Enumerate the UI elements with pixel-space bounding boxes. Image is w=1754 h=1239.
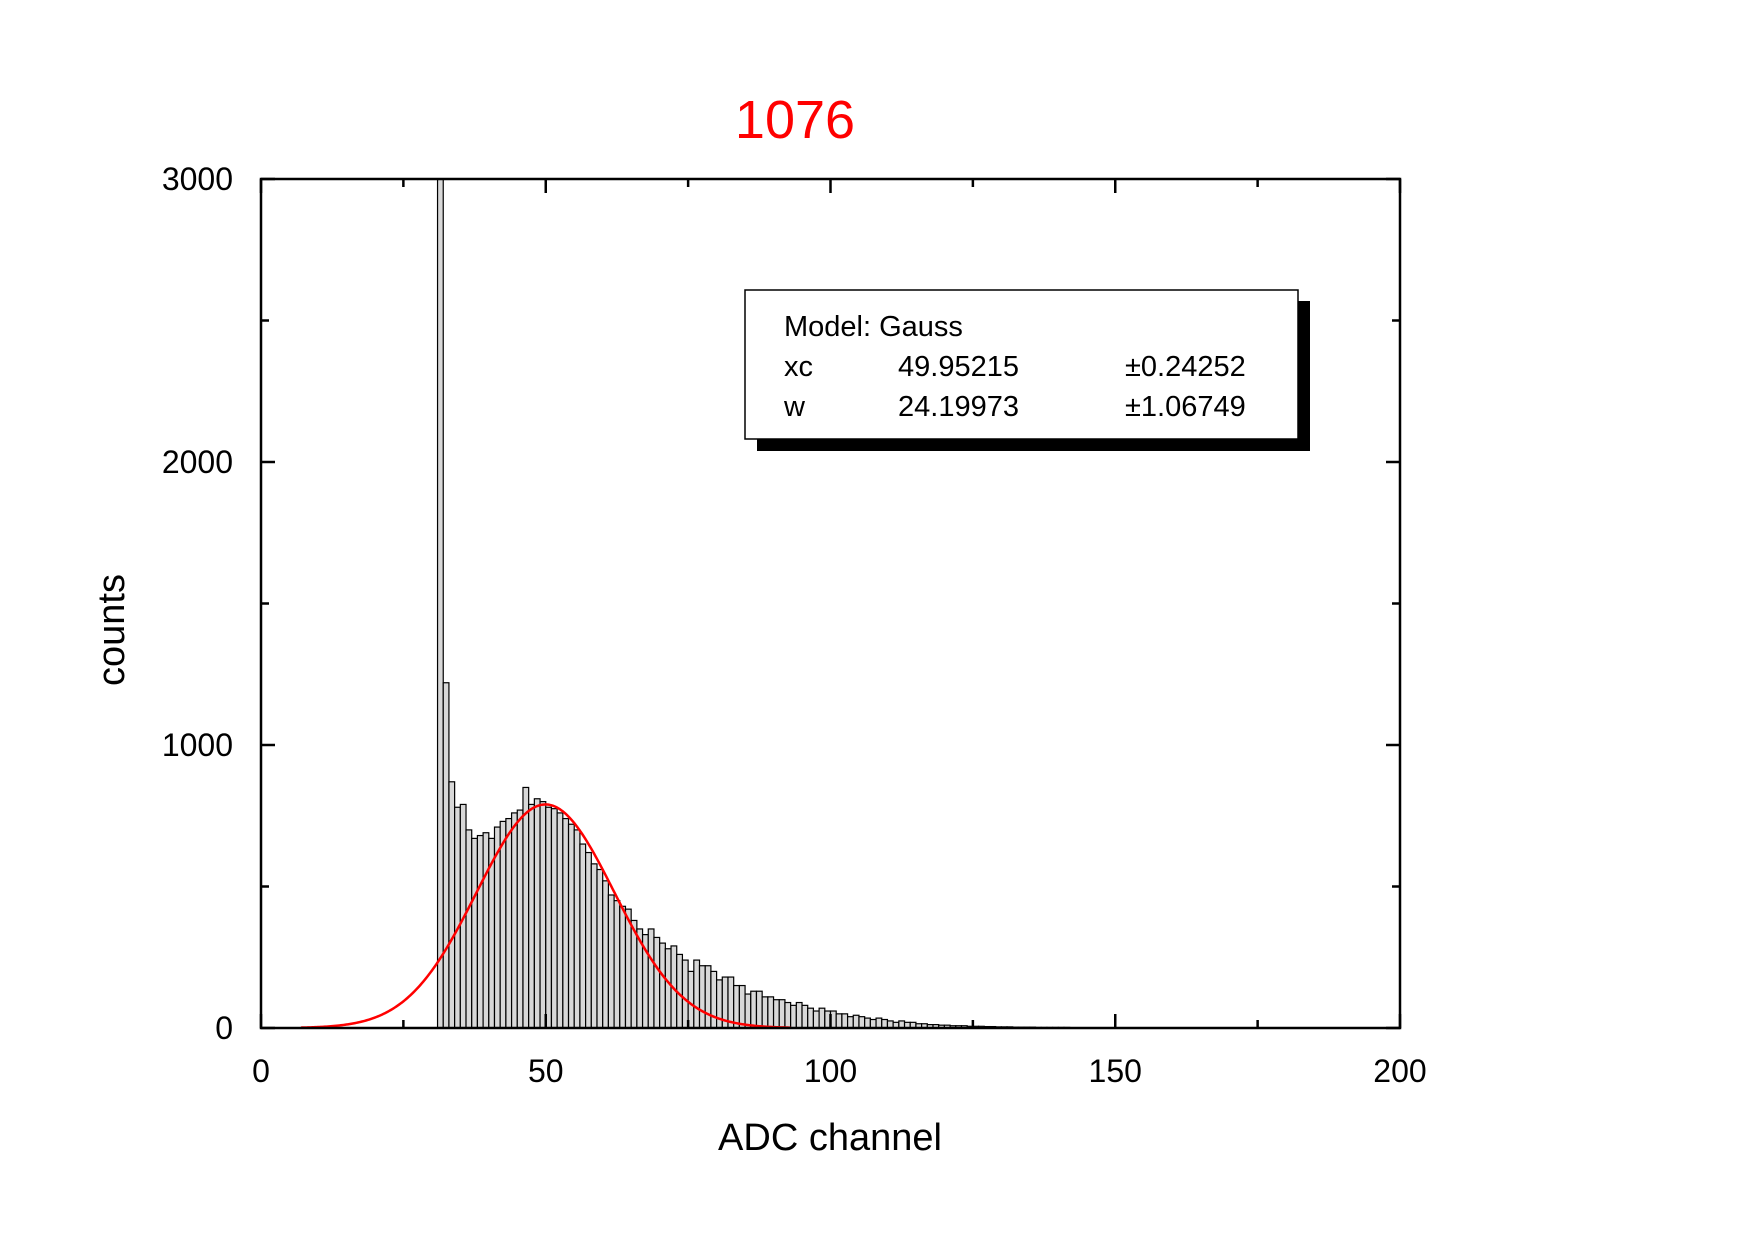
x-axis-label: ADC channel xyxy=(718,1117,942,1159)
histogram-bar xyxy=(442,682,450,1029)
gauss-fit-curve xyxy=(300,803,791,1029)
histogram-bar xyxy=(619,905,627,1029)
histogram-bar xyxy=(715,979,723,1029)
histogram-bar xyxy=(436,178,444,1029)
histogram-bar xyxy=(510,812,518,1029)
y-axis-label: counts xyxy=(91,574,133,686)
histogram-bar xyxy=(835,1013,843,1029)
histogram-bar xyxy=(681,959,689,1029)
histogram-bar xyxy=(613,900,621,1029)
x-axis-ticks: 0 50 100 150 200 xyxy=(252,179,1427,1089)
histogram-bar xyxy=(602,880,609,1029)
histogram-bar xyxy=(664,948,672,1029)
chart-title: 1076 xyxy=(735,90,855,150)
x-tick-label: 150 xyxy=(1089,1053,1142,1089)
histogram-bar xyxy=(704,965,712,1029)
histogram-bar xyxy=(585,851,592,1029)
histogram-bar xyxy=(795,1001,803,1029)
histogram-bar xyxy=(499,820,507,1029)
y-tick-label: 0 xyxy=(215,1010,233,1046)
histogram-bar xyxy=(482,832,490,1029)
histogram-bar xyxy=(852,1014,860,1029)
histogram-bar xyxy=(596,868,604,1029)
histogram-bar xyxy=(693,959,701,1029)
histogram-bar xyxy=(476,834,484,1029)
y-axis-ticks: 0 1000 2000 3000 xyxy=(162,161,1400,1046)
histogram-bar xyxy=(812,1010,820,1029)
x-tick-label: 0 xyxy=(252,1053,270,1089)
histogram-bar xyxy=(550,808,558,1029)
histogram-bar xyxy=(778,999,786,1029)
histogram-bar xyxy=(881,1018,889,1029)
histogram-bar xyxy=(539,800,547,1029)
histogram-bar xyxy=(533,798,541,1029)
histogram-bar xyxy=(562,817,570,1029)
histogram-bar xyxy=(522,786,530,1029)
x-tick-label: 200 xyxy=(1373,1053,1426,1089)
histogram-bar xyxy=(858,1016,866,1029)
histogram-bar xyxy=(790,1004,797,1029)
histogram-bar xyxy=(698,965,706,1029)
histogram-bar xyxy=(516,809,524,1029)
histogram-bar xyxy=(755,990,763,1029)
histogram-bar xyxy=(556,812,564,1029)
histogram-bar xyxy=(590,863,598,1029)
histogram-bar xyxy=(818,1007,826,1029)
histogram-bar xyxy=(744,993,752,1029)
y-tick-label: 3000 xyxy=(162,161,233,197)
histogram-bar xyxy=(647,928,655,1029)
histogram-bar xyxy=(448,781,456,1029)
histogram-bar xyxy=(807,1007,815,1029)
histogram-bar xyxy=(864,1017,871,1029)
histogram-bar xyxy=(624,908,632,1029)
histogram-bar xyxy=(573,829,581,1029)
histogram-bar xyxy=(471,837,479,1029)
histogram-bar xyxy=(545,806,553,1029)
histogram-bar xyxy=(653,936,661,1029)
histogram-bar xyxy=(750,990,758,1029)
histogram-bar xyxy=(710,970,718,1029)
histogram-bar xyxy=(869,1018,877,1029)
histogram-bar xyxy=(579,843,587,1029)
histogram-bar xyxy=(846,1016,854,1029)
histogram-bar xyxy=(841,1013,849,1029)
x-tick-label: 100 xyxy=(804,1053,857,1089)
histogram-bar xyxy=(801,1004,809,1029)
fit-model-label: Model: Gauss xyxy=(784,311,963,343)
fit-param-w: w xyxy=(783,391,806,423)
histogram-bar xyxy=(454,806,461,1029)
histogram-bar xyxy=(875,1017,883,1029)
histogram-bar xyxy=(772,999,780,1029)
x-tick-label: 50 xyxy=(528,1053,564,1089)
fit-param-xc: xc xyxy=(784,351,813,383)
histogram-bar xyxy=(659,942,666,1029)
fit-box-panel xyxy=(744,289,1299,440)
histogram-bar xyxy=(738,984,746,1029)
y-tick-label: 2000 xyxy=(162,444,233,480)
histogram-bar xyxy=(630,919,638,1029)
histogram-bar xyxy=(465,829,473,1029)
histogram-bar xyxy=(767,996,775,1029)
fit-error-xc: ±0.24252 xyxy=(1125,351,1246,383)
y-tick-label: 1000 xyxy=(162,727,233,763)
histogram-bar xyxy=(761,996,769,1029)
histogram-bar xyxy=(505,817,513,1029)
fit-value-w: 24.19973 xyxy=(898,391,1019,423)
histogram-bar xyxy=(687,970,695,1029)
fit-error-w: ±1.06749 xyxy=(1125,391,1246,423)
histogram-bar xyxy=(528,803,535,1029)
histogram-bar xyxy=(784,1001,792,1029)
fit-results-box: Model: Gauss xc 49.95215 ±0.24252 w 24.1… xyxy=(744,289,1310,451)
histogram-bar xyxy=(567,823,575,1029)
histogram-bar xyxy=(607,894,615,1029)
fit-value-xc: 49.95215 xyxy=(898,351,1019,383)
